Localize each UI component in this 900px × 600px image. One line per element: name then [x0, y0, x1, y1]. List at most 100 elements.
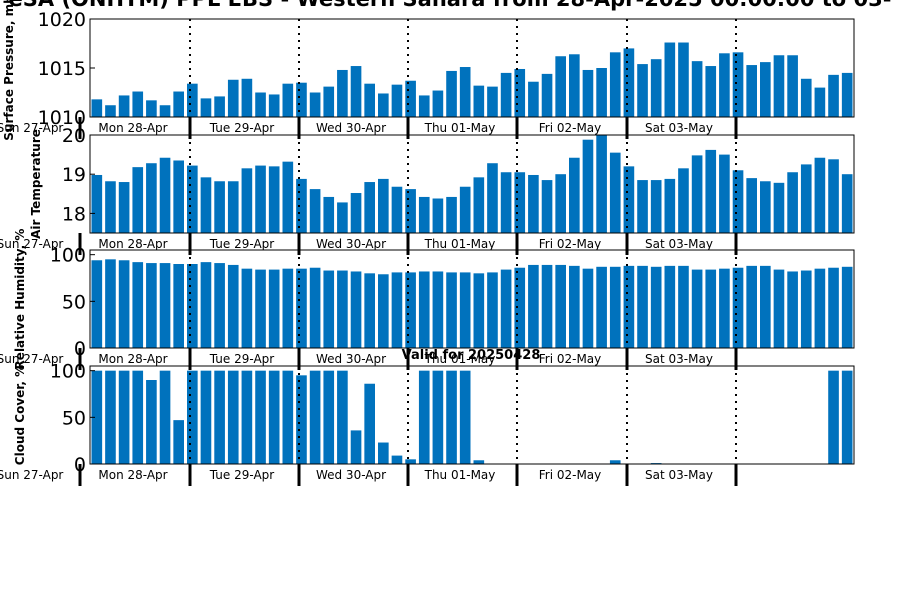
- data-bar: [664, 265, 676, 348]
- data-bar: [296, 375, 307, 464]
- data-bar: [705, 269, 717, 348]
- data-bar: [746, 65, 757, 117]
- data-bar: [732, 267, 744, 348]
- data-bar: [214, 263, 225, 348]
- data-bar: [773, 269, 785, 348]
- data-bar: [118, 95, 130, 117]
- data-bar: [459, 272, 471, 348]
- data-bar: [500, 72, 512, 117]
- data-bar: [187, 370, 198, 464]
- data-bar: [418, 370, 430, 464]
- data-bar: [323, 196, 335, 233]
- data-bar: [459, 67, 471, 117]
- data-bar: [105, 259, 116, 348]
- y-tick-label: 50: [62, 407, 86, 429]
- data-bar: [541, 180, 553, 233]
- data-bar: [609, 52, 621, 117]
- data-bar: [282, 268, 294, 348]
- y-tick-label: 1010: [38, 107, 86, 129]
- data-bar: [528, 174, 539, 233]
- data-bar: [227, 370, 239, 464]
- data-bar: [828, 267, 839, 348]
- data-bar: [405, 272, 416, 348]
- data-bar: [173, 420, 184, 464]
- data-bar: [200, 98, 212, 117]
- data-bar: [309, 92, 321, 117]
- x-tick-label: Mon 28-Apr: [98, 121, 167, 135]
- data-bar: [214, 370, 225, 464]
- data-bar: [187, 83, 198, 117]
- y-axis-title: Surface Pressure, mb: [2, 0, 16, 141]
- data-bar: [132, 91, 144, 117]
- data-bar: [159, 263, 171, 348]
- data-bar: [664, 178, 676, 233]
- data-bar: [323, 370, 335, 464]
- data-bar: [841, 72, 853, 117]
- x-tick-label: Sun 27-Apr: [0, 237, 63, 251]
- y-tick-label: 50: [62, 291, 86, 313]
- data-bar: [227, 264, 239, 348]
- y-tick-label: 18: [62, 203, 86, 225]
- y-axis-title: Relative Humidity, %: [13, 229, 27, 370]
- x-tick-label: Wed 30-Apr: [316, 468, 386, 482]
- y-axis-title: Cloud Cover, %: [13, 365, 27, 465]
- data-bar: [487, 86, 498, 117]
- data-bar: [787, 172, 798, 233]
- data-bar: [227, 79, 239, 117]
- data-bar: [609, 152, 621, 233]
- data-bar: [828, 74, 839, 117]
- surface-pressure-panel: 1010 1015 1020 Sun 27-Apr Mon 28-Apr Tue 29-A…: [0, 0, 855, 141]
- data-bar: [432, 271, 444, 348]
- data-bar: [268, 370, 280, 464]
- y-tick-label: 20: [62, 125, 86, 147]
- x-tick-label: Fri 02-May: [539, 468, 602, 482]
- data-bar: [473, 460, 485, 464]
- x-tick-label: Mon 28-Apr: [98, 468, 167, 482]
- data-bar: [473, 85, 485, 117]
- data-bar: [378, 442, 389, 464]
- data-bar: [582, 69, 594, 117]
- data-bar: [623, 166, 635, 233]
- x-tick-label: Fri 02-May: [539, 237, 602, 251]
- data-bar: [214, 96, 225, 117]
- data-bar: [173, 160, 184, 233]
- x-tick-label: Sun 27-Apr: [0, 352, 63, 366]
- data-bar: [746, 178, 757, 233]
- data-bar: [405, 189, 416, 233]
- data-bar: [637, 265, 648, 348]
- data-bar: [159, 370, 171, 464]
- data-bar: [800, 270, 812, 348]
- data-bar: [296, 82, 307, 117]
- data-bar: [841, 266, 853, 348]
- data-bar: [268, 269, 280, 348]
- data-bar: [173, 91, 184, 117]
- data-bar: [582, 268, 594, 348]
- data-bar: [541, 264, 553, 348]
- data-bar: [446, 196, 457, 233]
- x-tick-label: Mon 28-Apr: [98, 352, 167, 366]
- data-bar: [828, 370, 839, 464]
- data-bar: [787, 55, 798, 117]
- data-bar: [255, 92, 266, 117]
- x-tick-label: Thu 01-May: [424, 237, 496, 251]
- data-bar: [555, 264, 566, 348]
- data-bar: [760, 265, 771, 348]
- data-bar: [173, 264, 184, 348]
- data-bar: [732, 170, 744, 233]
- data-bar: [200, 262, 212, 348]
- data-bar: [705, 66, 717, 117]
- data-bar: [255, 370, 266, 464]
- data-bar: [296, 268, 307, 348]
- data-bar: [337, 69, 348, 117]
- data-bar: [473, 177, 485, 233]
- y-tick-label: 100: [50, 361, 86, 383]
- data-bar: [691, 61, 703, 117]
- data-bar: [773, 182, 785, 233]
- y-tick-label: 1015: [38, 58, 86, 80]
- data-bar: [159, 105, 171, 117]
- data-bar: [118, 370, 130, 464]
- data-bar: [814, 268, 826, 348]
- data-bar: [719, 268, 730, 348]
- data-bar: [378, 178, 389, 233]
